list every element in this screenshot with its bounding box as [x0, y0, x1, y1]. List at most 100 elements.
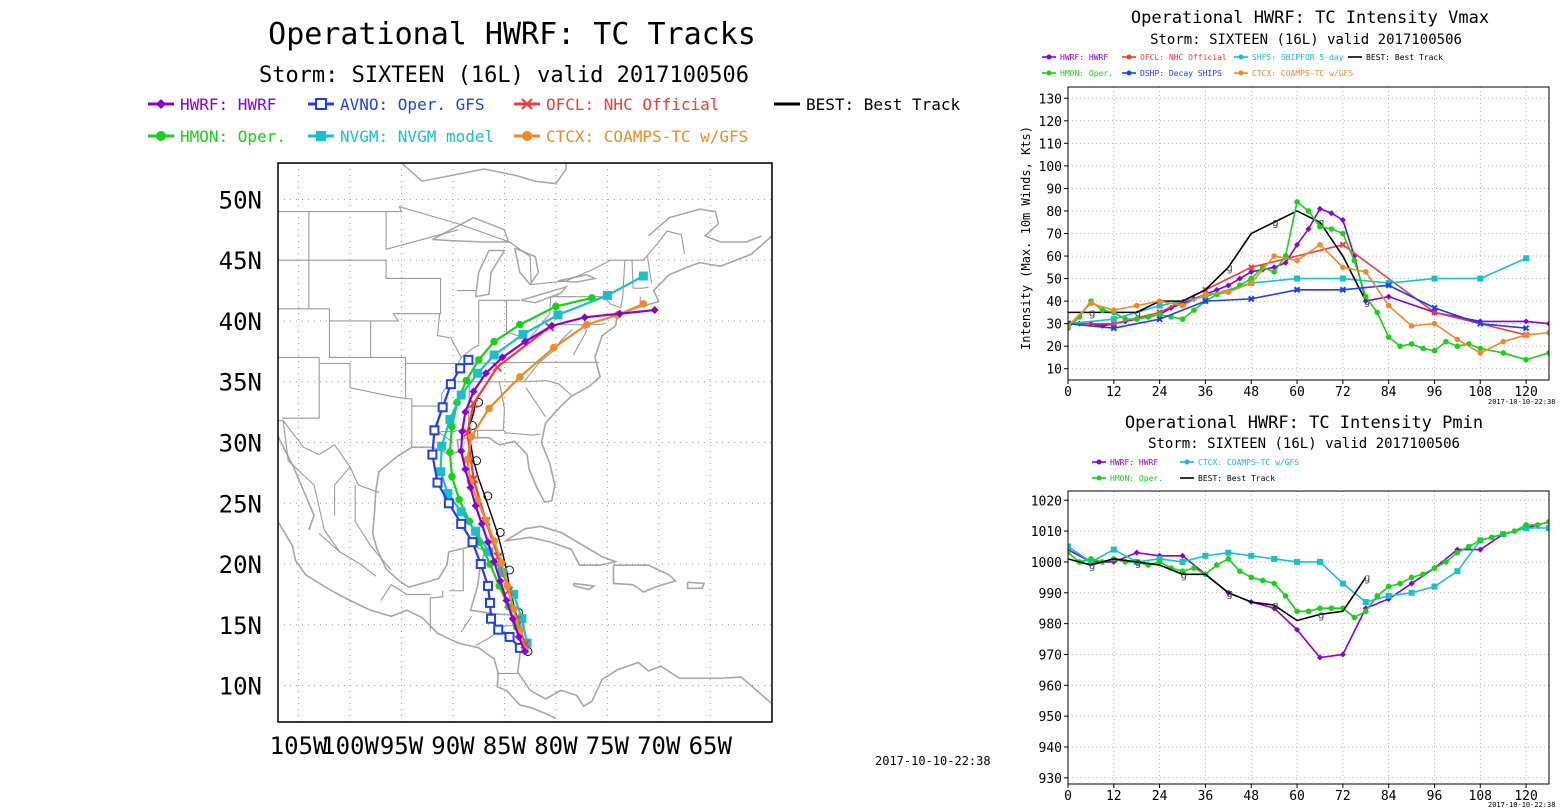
- track-point: [484, 547, 494, 557]
- xtick-label: 12: [1106, 789, 1122, 804]
- series-point: [1523, 356, 1529, 363]
- track-point: [490, 557, 499, 566]
- puerto-rico-coastline: [686, 581, 706, 590]
- series-point: [1179, 552, 1186, 559]
- series-point: [1385, 334, 1392, 340]
- series-point: [1305, 608, 1312, 615]
- track-point: [490, 537, 498, 545]
- track-point: [437, 402, 448, 413]
- series-point: [1145, 314, 1151, 320]
- legend-label: AVNO: Oper. GFS: [340, 95, 485, 114]
- best-track-symbol: ɡ: [1318, 608, 1325, 621]
- series-point: [1271, 555, 1278, 562]
- pmin-chart: Operational HWRF: TC Intensity Pmin Stor…: [1031, 413, 1556, 809]
- track-point: [503, 582, 512, 590]
- track-line-hwrf: [460, 308, 655, 652]
- series-point: [1156, 555, 1163, 562]
- track-point: [445, 379, 456, 390]
- ytick-label: 50: [1046, 273, 1062, 288]
- track-point: [477, 519, 486, 528]
- vmax-legend: HWRF: HWRF OFCL: NHC Official SHF5: SHIPFO…: [1042, 53, 1443, 78]
- series-point: [1305, 208, 1312, 214]
- political-border-3: [308, 259, 442, 322]
- track-point: [471, 526, 481, 536]
- best-track-symbol: [495, 527, 505, 537]
- ytick-label: 80: [1046, 205, 1062, 220]
- map-ytick-label: 30N: [219, 430, 262, 458]
- map-ytick-label: 20N: [219, 551, 262, 579]
- legend-label: HMON: Oper.: [1110, 474, 1163, 483]
- map-xtick-label: 90W: [431, 732, 475, 760]
- series-point: [1523, 525, 1530, 532]
- series-point: [1099, 307, 1106, 313]
- series-point: [1179, 302, 1186, 309]
- series-point: [1546, 519, 1549, 525]
- ytick-label: 120: [1039, 115, 1062, 130]
- coastline: [278, 163, 772, 722]
- map-xtick-label: 100W: [321, 732, 379, 760]
- series-point: [1328, 210, 1335, 217]
- series-point: [1068, 549, 1071, 556]
- xtick-label: 60: [1289, 789, 1305, 804]
- vmax-title: Operational HWRF: TC Intensity Vmax: [1131, 8, 1489, 28]
- vmax-ylabel: Intensity (Max. 10m Winds, Kts): [1019, 126, 1033, 350]
- best-track-symbol: ɡ: [1226, 261, 1233, 274]
- series-point: [1110, 546, 1117, 553]
- track-point: [482, 580, 493, 591]
- map-ytick-label: 40N: [219, 308, 262, 336]
- series-point: [1133, 302, 1140, 309]
- legend-swatch-marker: [522, 131, 532, 141]
- ytick-label: 970: [1039, 648, 1062, 663]
- mexico-border-3: [318, 533, 377, 577]
- track-point: [509, 589, 519, 599]
- track-point: [493, 624, 504, 635]
- series-point: [1362, 608, 1369, 615]
- political-border-0: [278, 205, 686, 286]
- series-point: [1477, 546, 1484, 553]
- series-point: [1339, 216, 1346, 223]
- ytick-label: 940: [1039, 741, 1062, 756]
- series-point: [1511, 528, 1518, 534]
- series-point: [1408, 580, 1415, 587]
- xtick-label: 72: [1335, 789, 1351, 804]
- series-point: [1534, 522, 1541, 528]
- series-point: [1374, 309, 1381, 316]
- series-point: [1328, 226, 1335, 232]
- track-point: [432, 477, 443, 488]
- series-point: [1179, 316, 1186, 322]
- series-point: [1088, 556, 1094, 562]
- map-ytick-label: 15N: [219, 612, 262, 640]
- series-point: [1088, 300, 1094, 307]
- series-point: [1339, 651, 1346, 658]
- track-point: [517, 614, 527, 624]
- track-point: [448, 422, 456, 431]
- best-track-symbol: ɡ: [1318, 216, 1325, 229]
- xtick-label: 84: [1381, 789, 1397, 804]
- mexico-border-4: [380, 583, 431, 601]
- mexico-border-2: [354, 485, 392, 571]
- track-point: [473, 368, 483, 378]
- track-point: [467, 537, 478, 548]
- series-point: [1351, 614, 1358, 621]
- ytick-label: 930: [1039, 772, 1062, 787]
- legend-label: HWRF: HWRF: [1110, 458, 1158, 467]
- series-point: [1316, 205, 1323, 212]
- mexico-border-0: [282, 420, 341, 553]
- political-border-26: [646, 256, 653, 284]
- vmax-chart: Operational HWRF: TC Intensity Vmax Stor…: [1019, 8, 1555, 406]
- track-point: [471, 501, 480, 510]
- series-line: [1068, 521, 1549, 659]
- series-point: [1068, 543, 1071, 550]
- track-point: [457, 447, 466, 456]
- legend-label: HWRF: HWRF: [180, 95, 276, 114]
- lake-outline-0: [432, 216, 510, 243]
- legend-swatch-marker: [316, 131, 326, 141]
- xtick-label: 0: [1064, 789, 1072, 804]
- track-point: [639, 300, 648, 308]
- series-point: [1431, 565, 1438, 571]
- track-point: [502, 596, 511, 605]
- map-xtick-label: 85W: [483, 732, 527, 760]
- ytick-label: 20: [1046, 340, 1062, 355]
- series-point: [1179, 558, 1186, 565]
- series-point: [1408, 589, 1415, 596]
